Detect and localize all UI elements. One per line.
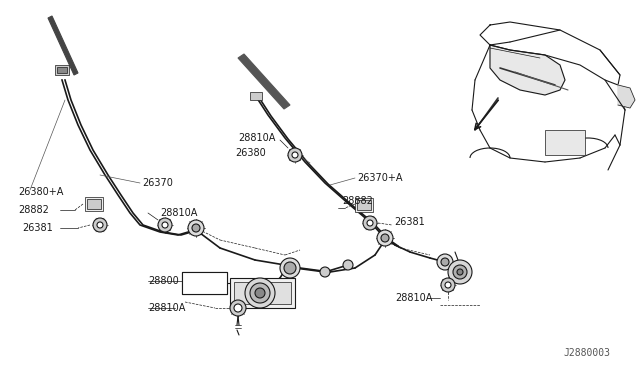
Text: 28882: 28882 [18, 205, 49, 215]
Circle shape [162, 222, 168, 228]
Bar [85, 197, 103, 211]
Bar [57, 67, 67, 73]
Text: 28882: 28882 [342, 196, 373, 206]
Circle shape [445, 282, 451, 288]
Circle shape [158, 218, 172, 232]
Bar [355, 198, 373, 212]
Circle shape [245, 278, 275, 308]
Circle shape [453, 265, 467, 279]
Polygon shape [618, 85, 635, 108]
Text: 26381: 26381 [22, 223, 52, 233]
Text: 26380: 26380 [235, 148, 266, 158]
Text: 26380+A: 26380+A [18, 187, 63, 197]
Bar [87, 199, 101, 209]
Circle shape [97, 222, 103, 228]
Circle shape [457, 269, 463, 275]
Circle shape [188, 220, 204, 236]
Circle shape [448, 260, 472, 284]
Circle shape [367, 220, 373, 226]
Circle shape [437, 254, 453, 270]
Bar [234, 282, 291, 304]
Bar [250, 92, 262, 100]
Circle shape [377, 230, 393, 246]
Circle shape [441, 258, 449, 266]
Circle shape [320, 267, 330, 277]
Bar [182, 272, 227, 294]
Circle shape [230, 300, 246, 316]
Bar [55, 65, 69, 75]
Circle shape [292, 152, 298, 158]
Circle shape [234, 304, 242, 312]
Text: 26370: 26370 [142, 178, 173, 188]
Text: 28810A: 28810A [395, 293, 433, 303]
Text: 26381: 26381 [394, 217, 425, 227]
Circle shape [288, 148, 302, 162]
Text: 28810A: 28810A [160, 208, 197, 218]
Bar [545, 130, 585, 155]
Circle shape [280, 258, 300, 278]
Circle shape [250, 283, 270, 303]
Circle shape [441, 278, 455, 292]
Circle shape [284, 262, 296, 274]
Circle shape [363, 216, 377, 230]
Text: 26370+A: 26370+A [357, 173, 403, 183]
Circle shape [192, 224, 200, 232]
Polygon shape [48, 16, 78, 75]
Circle shape [255, 288, 265, 298]
Text: 28810A: 28810A [238, 133, 275, 143]
Polygon shape [238, 54, 290, 109]
Text: 28810A: 28810A [148, 303, 186, 313]
Text: 28800: 28800 [148, 276, 179, 286]
Bar [230, 278, 295, 308]
Circle shape [343, 260, 353, 270]
Polygon shape [490, 45, 565, 95]
Bar [357, 200, 371, 210]
Circle shape [381, 234, 389, 242]
Circle shape [93, 218, 107, 232]
Text: J2880003: J2880003 [563, 348, 610, 358]
